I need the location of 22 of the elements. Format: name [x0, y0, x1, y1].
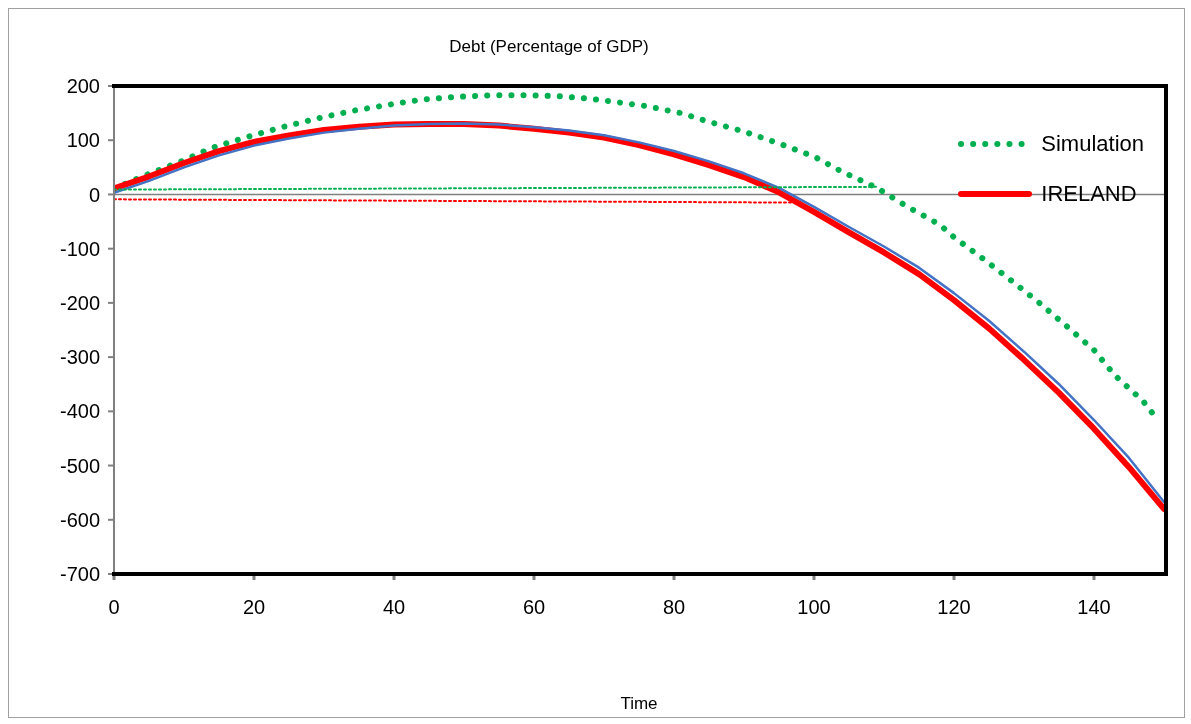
x-axis-title: Time [620, 694, 658, 713]
y-tick-label: -500 [59, 454, 100, 477]
y-tick-label: -300 [59, 346, 100, 369]
y-tick-label: -200 [59, 291, 100, 314]
x-tick-label: 40 [382, 596, 406, 619]
y-tick-label: -600 [59, 508, 100, 531]
y-tick-label: 200 [66, 75, 100, 98]
x-tick-label: 140 [1077, 596, 1111, 619]
chart-title: Debt (Percentage of GDP) [448, 37, 650, 57]
x-tick-label: 60 [522, 596, 546, 619]
x-tick-label: 100 [797, 596, 831, 619]
x-tick-label: 20 [242, 596, 266, 619]
y-tick-label: -100 [59, 237, 100, 260]
x-tick-label: 80 [662, 596, 686, 619]
y-tick-label: 0 [88, 183, 100, 206]
y-tick-label: -400 [59, 400, 100, 423]
legend-label: IRELAND [1041, 181, 1137, 207]
x-tick-label: 120 [937, 596, 971, 619]
y-tick-label: 100 [66, 129, 100, 152]
legend-label: Simulation [1041, 131, 1144, 157]
x-tick-label: 0 [108, 596, 120, 619]
y-tick-label: -700 [59, 563, 100, 586]
